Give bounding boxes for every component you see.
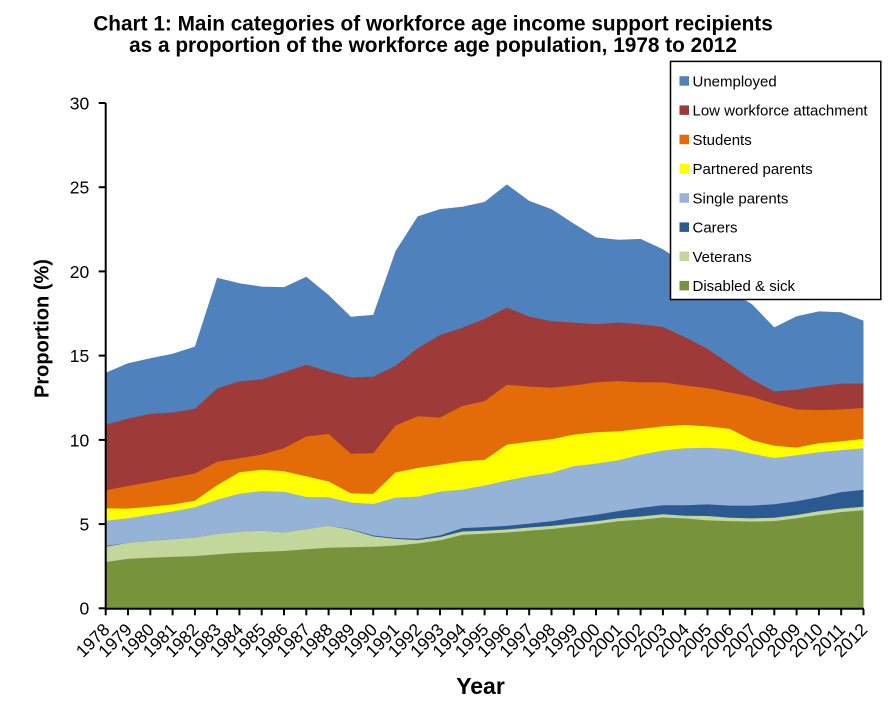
svg-text:Veterans: Veterans	[693, 249, 752, 266]
svg-text:Disabled & sick: Disabled & sick	[693, 278, 796, 295]
svg-text:Carers: Carers	[693, 220, 738, 237]
svg-text:Single parents: Single parents	[693, 190, 789, 207]
svg-text:Partnered parents: Partnered parents	[693, 161, 813, 178]
svg-text:Low workforce attachment: Low workforce attachment	[693, 103, 869, 120]
svg-text:Students: Students	[693, 132, 752, 149]
svg-text:10: 10	[70, 430, 90, 450]
svg-text:0: 0	[79, 599, 89, 619]
svg-text:5: 5	[79, 515, 89, 535]
svg-text:Unemployed: Unemployed	[693, 73, 777, 90]
svg-text:Proportion (%): Proportion (%)	[32, 259, 54, 398]
svg-text:30: 30	[70, 93, 90, 113]
svg-text:20: 20	[70, 262, 90, 282]
svg-text:Year: Year	[456, 673, 505, 699]
svg-text:25: 25	[70, 178, 89, 198]
svg-text:Chart 1: Main categories of wo: Chart 1: Main categories of workforce ag…	[93, 13, 773, 36]
svg-text:as a proportion of the workfor: as a proportion of the workforce age pop…	[129, 34, 737, 57]
svg-text:15: 15	[70, 346, 89, 366]
